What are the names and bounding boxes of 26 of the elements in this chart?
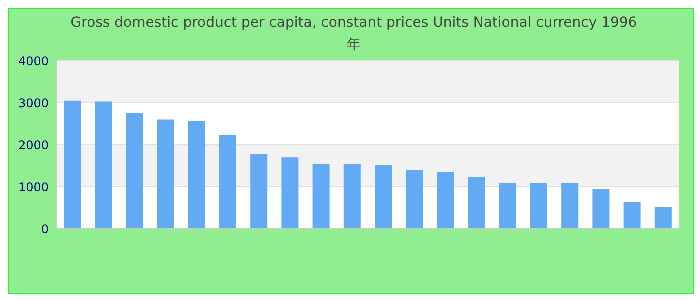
- bar: [592, 189, 610, 229]
- bar: [312, 164, 330, 229]
- y-tick-label: 2000: [18, 138, 49, 152]
- bar: [654, 207, 672, 229]
- bar: [126, 114, 144, 229]
- chart-title: Gross domestic product per capita, constant prices Units National currency 1996年: [70, 14, 638, 55]
- y-tick-label: 1000: [18, 180, 49, 194]
- y-tick-label: 4000: [18, 54, 49, 68]
- bar: [250, 154, 268, 229]
- y-tick-label: 0: [41, 222, 49, 236]
- bar: [406, 170, 424, 229]
- bar: [188, 121, 206, 229]
- bar: [64, 100, 81, 229]
- bar: [157, 120, 174, 229]
- bar: [437, 172, 454, 229]
- bar: [220, 135, 236, 229]
- bar: [624, 202, 641, 229]
- bar: [95, 102, 112, 229]
- bar: [375, 165, 392, 229]
- bar: [468, 177, 486, 229]
- bar: [562, 183, 579, 229]
- y-tick-label: 3000: [18, 96, 49, 110]
- bar: [530, 183, 548, 229]
- bar: [344, 164, 361, 229]
- bar: [499, 183, 516, 229]
- bar: [282, 158, 299, 229]
